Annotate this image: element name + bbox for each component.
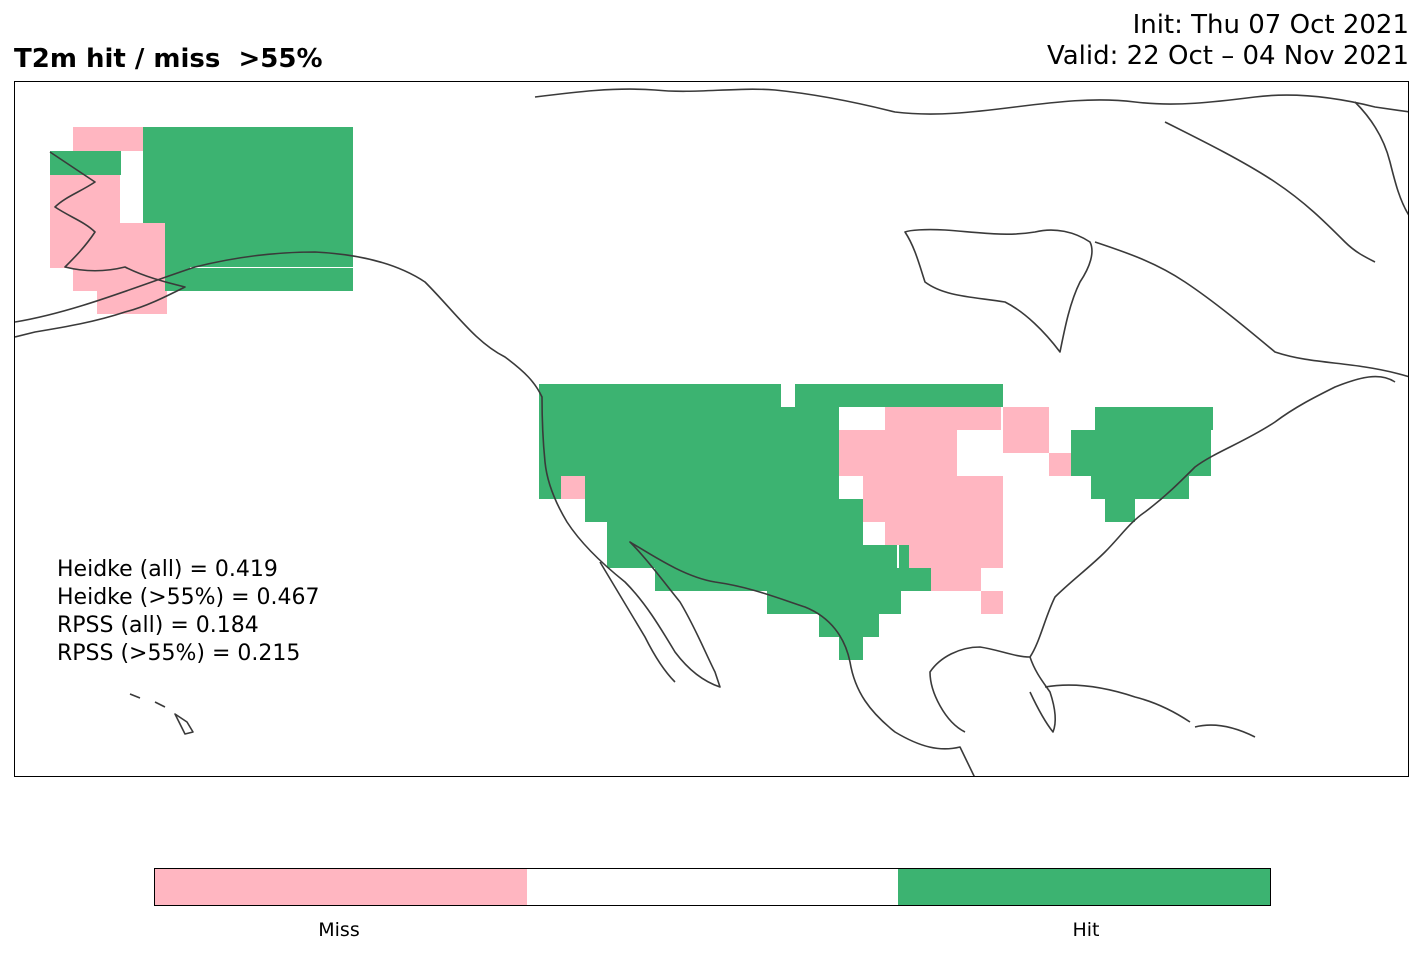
hit-cell <box>885 384 1003 407</box>
hit-cell <box>539 407 839 453</box>
hit-cell <box>607 522 863 545</box>
score-panel: Heidke (all) = 0.419 Heidke (>55%) = 0.4… <box>57 556 320 668</box>
colorbar <box>154 868 1271 906</box>
miss-cell <box>50 175 120 199</box>
miss-cell <box>885 522 1003 545</box>
forecast-cells <box>50 127 1213 660</box>
colorbar-miss-segment <box>155 869 527 905</box>
hit-cell <box>1071 430 1211 476</box>
colorbar-hit-label: Hit <box>1072 919 1100 941</box>
map-title: T2m hit / miss >55% <box>14 44 323 74</box>
miss-cell <box>50 223 165 268</box>
valid-range: Valid: 22 Oct – 04 Nov 2021 <box>1046 41 1409 71</box>
miss-cell <box>885 407 957 430</box>
miss-cell <box>561 476 585 499</box>
miss-cell <box>97 291 167 314</box>
miss-cell <box>839 430 957 476</box>
miss-cell <box>931 568 981 591</box>
coastline-greenland <box>1354 101 1408 216</box>
hit-cell <box>767 591 901 614</box>
hit-cell <box>679 384 781 407</box>
miss-cell <box>981 591 1003 614</box>
colorbar-miss-label: Miss <box>318 919 360 941</box>
init-date: Init: Thu 07 Oct 2021 <box>1132 10 1409 40</box>
miss-cell <box>957 407 1001 430</box>
hit-cell <box>585 499 863 522</box>
hit-cell <box>563 476 839 499</box>
score-heidke-all: Heidke (all) = 0.419 <box>57 557 278 582</box>
coastline-baffin <box>1164 121 1376 263</box>
hit-cell <box>539 453 839 476</box>
hit-cell <box>1095 407 1213 430</box>
hit-cell <box>1091 476 1189 499</box>
hit-cell <box>655 568 901 591</box>
colorbar-hit-segment <box>898 869 1271 905</box>
miss-cell <box>73 268 188 291</box>
hit-cell <box>165 223 190 291</box>
map-svg <box>15 88 1408 776</box>
miss-cell <box>73 127 143 151</box>
miss-cell <box>863 499 1003 522</box>
score-heidke-55: Heidke (>55%) = 0.467 <box>57 585 320 610</box>
hit-cell <box>190 268 353 291</box>
miss-cell <box>909 545 1003 568</box>
score-rpss-55: RPSS (>55%) = 0.215 <box>57 641 301 666</box>
coastline-arctic-islands <box>534 88 1408 115</box>
map-panel <box>14 81 1409 777</box>
coastlines <box>15 88 1408 776</box>
coastline-baja <box>599 561 676 683</box>
hit-cell <box>607 545 897 568</box>
coastline-alaska-west <box>15 151 186 338</box>
miss-cell <box>1049 453 1071 476</box>
score-rpss-all: RPSS (all) = 0.184 <box>57 613 259 638</box>
miss-cell <box>863 476 1003 499</box>
coastline-florida <box>1029 656 1056 733</box>
hit-cell <box>839 637 863 660</box>
date-info: Init: Thu 07 Oct 2021 Valid: 22 Oct – 04… <box>1047 10 1409 72</box>
coastline-hudson-bay <box>904 228 1093 353</box>
hit-cell <box>539 384 679 407</box>
coastline-labrador <box>1094 241 1408 378</box>
coastline-hawaii <box>129 693 194 735</box>
hit-cell <box>73 151 121 175</box>
coastline-hispaniola <box>1194 724 1256 738</box>
coastline-cuba <box>1044 684 1191 723</box>
coastline-mainland <box>15 251 1396 776</box>
colorbar-neutral-segment <box>526 869 899 905</box>
hit-cell <box>50 151 73 175</box>
hit-cell <box>1105 499 1135 522</box>
hit-cell <box>819 614 879 637</box>
miss-cell <box>1003 407 1049 453</box>
